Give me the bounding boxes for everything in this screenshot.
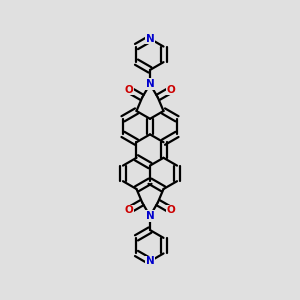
- Text: N: N: [146, 34, 154, 44]
- Text: N: N: [146, 256, 154, 266]
- Text: O: O: [167, 85, 176, 95]
- Text: O: O: [167, 205, 176, 215]
- Text: N: N: [146, 211, 154, 221]
- Text: N: N: [146, 79, 154, 89]
- Text: O: O: [124, 205, 133, 215]
- Text: O: O: [124, 85, 133, 95]
